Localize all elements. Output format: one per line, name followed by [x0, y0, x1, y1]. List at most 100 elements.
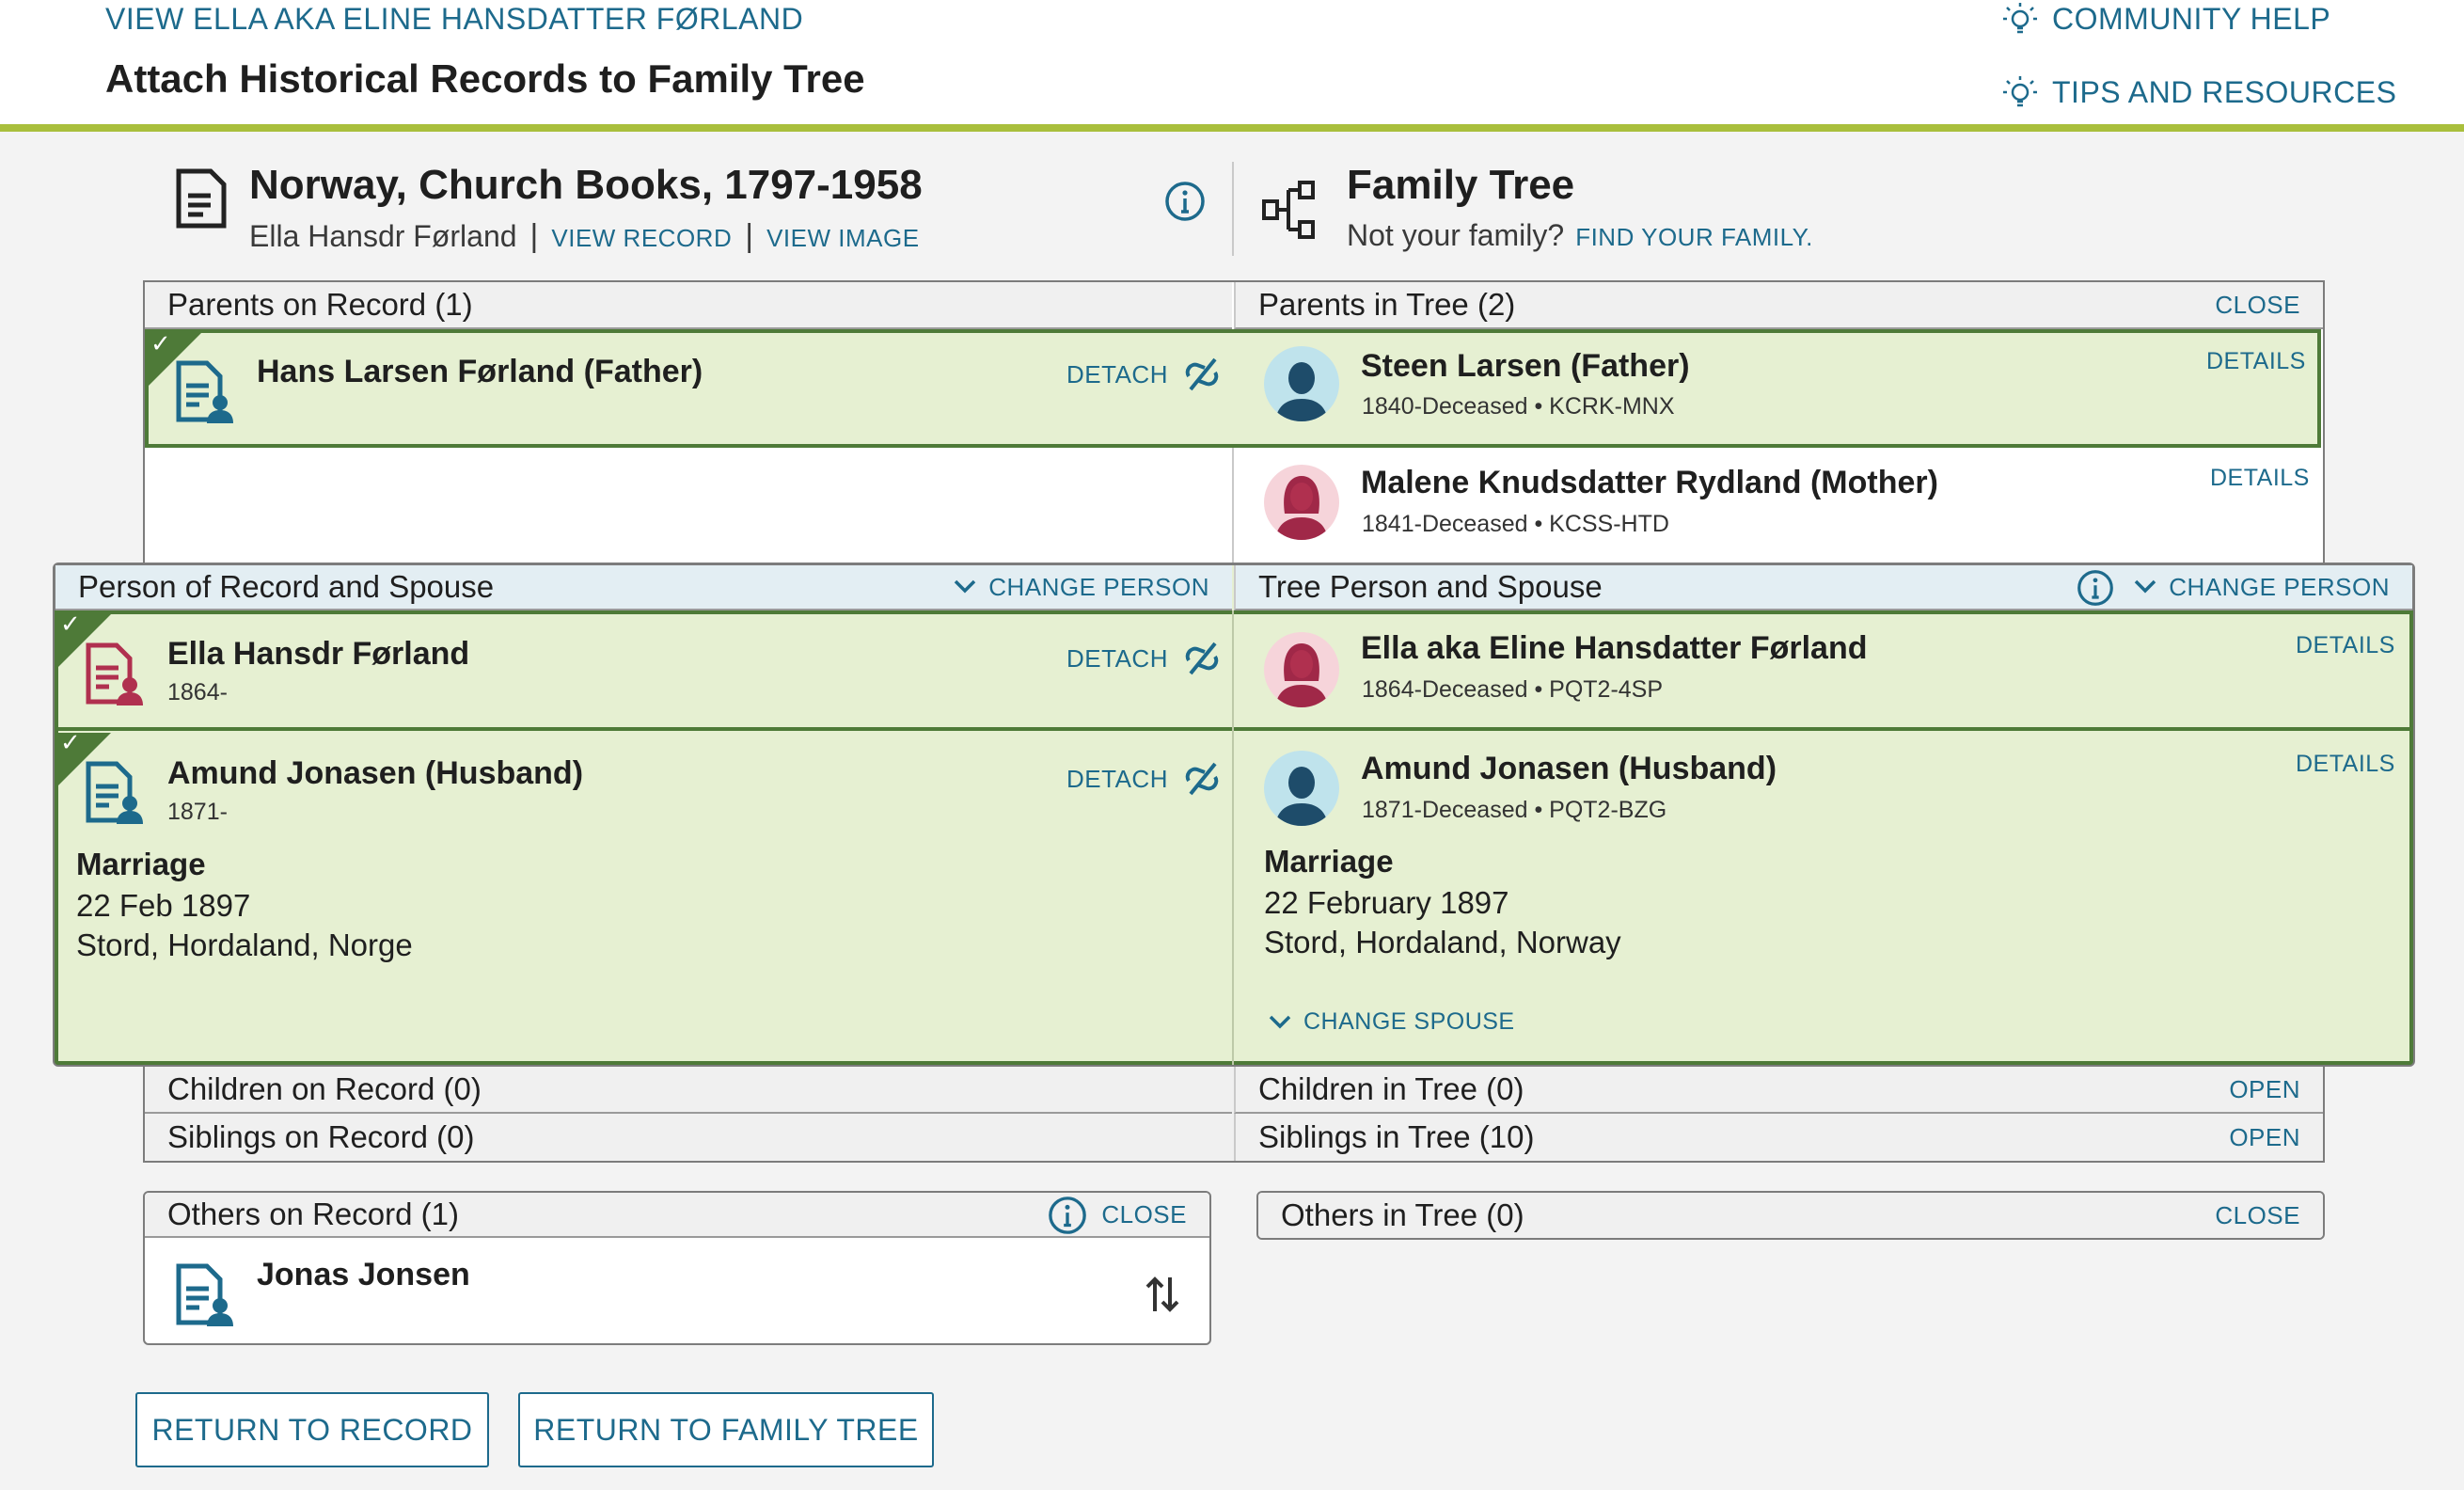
others-in-tree-title: Others in Tree (0): [1281, 1197, 1524, 1232]
tree-father-meta: 1840-Deceased • KCRK-MNX: [1362, 393, 1675, 420]
detach-person-button[interactable]: DETACH: [1066, 640, 1223, 677]
tree-spouse-meta: 1871-Deceased • PQT2-BZG: [1362, 797, 1667, 823]
person-match-row: [55, 610, 2413, 731]
separator: |: [529, 218, 539, 254]
avatar: [1264, 465, 1339, 540]
couple-section: [53, 563, 2415, 1067]
avatar: [1264, 346, 1339, 421]
person-of-record-title: Person of Record and Spouse: [78, 569, 495, 604]
info-icon[interactable]: [1048, 1196, 1087, 1235]
page-title: Attach Historical Records to Family Tree: [105, 56, 865, 101]
others-tree-close-link[interactable]: CLOSE: [2215, 1200, 2300, 1229]
info-icon[interactable]: [1164, 181, 1206, 222]
siblings-in-tree-title: Siblings in Tree (10): [1258, 1119, 1535, 1154]
others-on-record-title: Others on Record (1): [167, 1197, 459, 1231]
change-spouse-button[interactable]: CHANGE SPOUSE: [1268, 1008, 1515, 1036]
chevron-down-icon: [954, 579, 976, 594]
others-record-close-link[interactable]: CLOSE: [1101, 1199, 1187, 1228]
person-of-record-header: Person of Record and Spouse CHANGE PERSO…: [55, 565, 1232, 610]
change-record-person-button[interactable]: CHANGE PERSON: [953, 573, 1209, 602]
spouse-match-row: [55, 731, 2413, 1065]
lightbulb-icon: [2003, 3, 2037, 34]
others-on-record-header: Others on Record (1) CLOSE: [145, 1193, 1209, 1238]
change-person-label: CHANGE PERSON: [988, 572, 1209, 601]
change-person-label: CHANGE PERSON: [2169, 572, 2390, 601]
parents-on-record-header: Parents on Record (1): [145, 282, 1232, 329]
tree-marriage-place: Stord, Hordaland, Norway: [1264, 925, 1621, 959]
male-avatar-icon: [1275, 767, 1328, 826]
record-person-icon: [86, 761, 143, 824]
not-your-family-text: Not your family?: [1347, 218, 1565, 252]
attached-check-corner: [58, 614, 111, 667]
family-tree-title: Family Tree: [1347, 162, 1575, 208]
female-avatar-icon: [1275, 643, 1328, 707]
record-subtitle: Ella Hansdr Førland | VIEW RECORD | VIEW…: [249, 218, 920, 255]
change-tree-person-button[interactable]: CHANGE PERSON: [2133, 573, 2390, 602]
female-avatar-icon: [1275, 476, 1328, 540]
return-to-record-button[interactable]: RETURN TO RECORD: [135, 1392, 489, 1467]
siblings-on-record-row: Siblings on Record (0): [145, 1114, 1232, 1161]
change-spouse-label: CHANGE SPOUSE: [1303, 1008, 1515, 1035]
parents-match-row: [145, 329, 2321, 448]
record-marriage-date: 22 Feb 1897: [76, 888, 251, 923]
community-help-link[interactable]: COMMUNITY HELP: [2001, 0, 2330, 38]
record-person-name: Ella Hansdr Førland: [249, 219, 517, 253]
tree-father-details-link[interactable]: DETAILS: [2206, 348, 2306, 374]
check-icon: ✓: [60, 728, 81, 756]
children-on-record-title: Children on Record (0): [167, 1071, 482, 1106]
others-record-person-name[interactable]: Jonas Jonsen: [257, 1257, 470, 1292]
unlink-icon: [1185, 642, 1219, 675]
swap-vertical-icon[interactable]: [1144, 1274, 1181, 1315]
view-image-link[interactable]: VIEW IMAGE: [766, 224, 920, 252]
record-collection-title: Norway, Church Books, 1797-1958: [249, 162, 923, 208]
parents-close-link[interactable]: CLOSE: [2215, 290, 2300, 319]
breadcrumb-view-person[interactable]: VIEW ELLA AKA ELINE HANSDATTER FØRLAND: [105, 2, 804, 36]
siblings-open-link[interactable]: OPEN: [2229, 1122, 2300, 1151]
record-person-icon: [176, 360, 233, 423]
children-open-link[interactable]: OPEN: [2229, 1074, 2300, 1103]
others-in-tree-header: Others in Tree (0) CLOSE: [1258, 1193, 2323, 1238]
detach-label: DETACH: [1066, 643, 1168, 673]
parents-in-tree-header: Parents in Tree (2) CLOSE: [1234, 282, 2323, 329]
tree-person-name[interactable]: Ella aka Eline Hansdatter Førland: [1361, 630, 1868, 666]
tree-mother-meta: 1841-Deceased • KCSS-HTD: [1362, 511, 1669, 537]
chevron-down-icon: [2134, 579, 2156, 594]
parents-in-tree-title: Parents in Tree (2): [1258, 287, 1516, 322]
tree-subtitle: Not your family? FIND YOUR FAMILY.: [1347, 218, 1813, 253]
record-father-name[interactable]: Hans Larsen Førland (Father): [257, 354, 703, 389]
tree-mother-name[interactable]: Malene Knudsdatter Rydland (Mother): [1361, 465, 1938, 500]
male-avatar-icon: [1275, 362, 1328, 421]
record-person-icon: [176, 1263, 233, 1326]
siblings-on-record-title: Siblings on Record (0): [167, 1119, 475, 1154]
detach-label: DETACH: [1066, 359, 1168, 388]
tree-spouse-details-link[interactable]: DETAILS: [2296, 751, 2395, 777]
detach-spouse-button[interactable]: DETACH: [1066, 760, 1223, 798]
empty-record-parent-slot: [145, 448, 1232, 564]
tree-person-details-link[interactable]: DETAILS: [2296, 632, 2395, 658]
find-your-family-link[interactable]: FIND YOUR FAMILY.: [1575, 223, 1813, 251]
tree-marriage-label: Marriage: [1264, 844, 1394, 879]
record-document-icon: [176, 168, 227, 229]
unlink-icon: [1185, 357, 1219, 391]
check-icon: ✓: [60, 610, 81, 638]
record-spouse-meta: 1871-: [167, 799, 228, 825]
return-to-family-tree-button[interactable]: RETURN TO FAMILY TREE: [518, 1392, 934, 1467]
tips-resources-label: TIPS AND RESOURCES: [2052, 74, 2397, 109]
tree-mother-details-link[interactable]: DETAILS: [2210, 465, 2310, 491]
record-spouse-name[interactable]: Amund Jonasen (Husband): [167, 755, 584, 791]
check-icon: ✓: [150, 329, 171, 357]
view-record-link[interactable]: VIEW RECORD: [551, 224, 733, 252]
tree-spouse-name[interactable]: Amund Jonasen (Husband): [1361, 751, 1777, 786]
record-marriage-place: Stord, Hordaland, Norge: [76, 927, 413, 962]
info-icon[interactable]: [2077, 569, 2114, 607]
tips-resources-link[interactable]: TIPS AND RESOURCES: [2001, 73, 2396, 111]
children-in-tree-title: Children in Tree (0): [1258, 1071, 1524, 1106]
avatar: [1264, 751, 1339, 826]
unlink-icon: [1185, 762, 1219, 796]
record-person-name[interactable]: Ella Hansdr Førland: [167, 636, 470, 672]
family-tree-icon: [1262, 181, 1315, 239]
lightbulb-icon: [2003, 76, 2037, 107]
tree-father-name[interactable]: Steen Larsen (Father): [1361, 348, 1690, 384]
siblings-in-tree-row: Siblings in Tree (10) OPEN: [1234, 1114, 2323, 1161]
detach-father-button[interactable]: DETACH: [1066, 356, 1223, 393]
